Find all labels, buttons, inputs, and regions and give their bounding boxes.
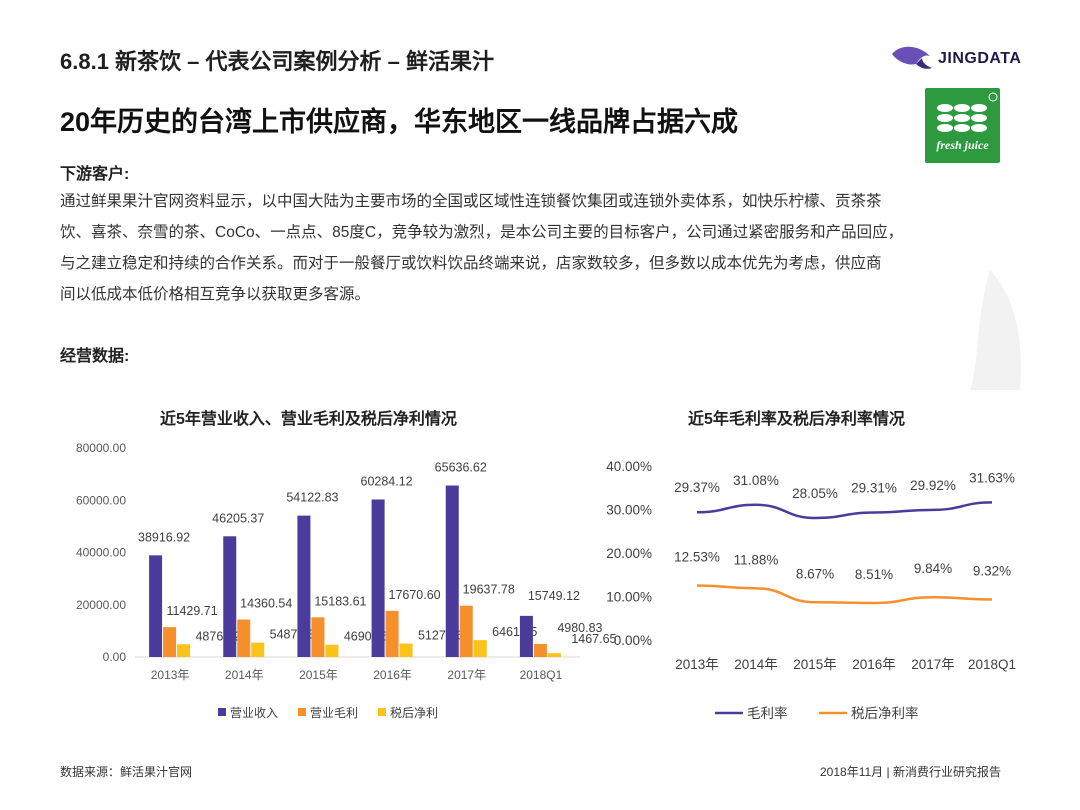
y-tick-label: 10.00%	[606, 590, 652, 605]
legend-label: 营业毛利	[310, 706, 358, 720]
x-tick-label: 2015年	[793, 657, 837, 672]
data-label: 29.37%	[674, 480, 720, 495]
data-label: 8.51%	[855, 567, 893, 582]
bar-营业收入	[149, 555, 163, 657]
bar-税后净利	[325, 644, 339, 657]
data-label: 15749.12	[528, 589, 580, 603]
fresh-juice-logo: fresh juice	[925, 88, 1000, 163]
y-tick-label: 20000.00	[76, 598, 126, 612]
bar-税后净利	[177, 644, 191, 657]
x-tick-label: 2013年	[151, 668, 190, 682]
data-label: 12.53%	[674, 549, 720, 564]
bar-营业收入	[223, 536, 237, 657]
x-tick-label: 2017年	[911, 657, 955, 672]
whale-icon	[892, 46, 932, 69]
data-label: 8.67%	[796, 566, 834, 581]
bar-营业收入	[297, 515, 311, 657]
x-tick-label: 2016年	[852, 657, 896, 672]
data-label: 65636.62	[435, 461, 487, 475]
data-label: 15183.61	[314, 594, 366, 608]
data-label: 54122.83	[286, 491, 338, 505]
legend-swatch	[378, 708, 386, 716]
bar-税后净利	[399, 643, 413, 657]
bar-营业收入	[445, 485, 459, 657]
y-tick-label: 40000.00	[76, 546, 126, 560]
x-tick-label: 2016年	[373, 668, 412, 682]
bar-营业收入	[519, 615, 533, 657]
bar-营业毛利	[163, 627, 177, 657]
y-tick-label: 80000.00	[76, 441, 126, 455]
x-tick-label: 2015年	[299, 668, 338, 682]
bar-营业毛利	[385, 610, 399, 657]
data-label: 46205.37	[212, 511, 264, 525]
data-label: 29.92%	[910, 478, 956, 493]
headline: 20年历史的台湾上市供应商，华东地区一线品牌占据六成	[60, 107, 739, 137]
legend-label: 营业收入	[230, 706, 278, 720]
data-label: 38916.92	[138, 530, 190, 544]
x-tick-label: 2018Q1	[520, 668, 563, 682]
footer-report: 2018年11月 | 新消费行业研究报告	[820, 765, 1001, 779]
bar-营业收入	[371, 499, 385, 657]
data-label: 14360.54	[240, 596, 292, 610]
bar-税后净利	[251, 642, 265, 657]
data-label: 1467.65	[571, 632, 616, 646]
data-label: 60284.12	[361, 475, 413, 489]
paragraph-line: 与之建立稳定和持续的合作关系。而对于一般餐厅或饮料饮品终端来说，店家数较多，但多…	[60, 255, 882, 272]
footer-source: 数据来源：鲜活果汁官网	[60, 765, 193, 779]
customers-heading: 下游客户:	[60, 166, 130, 183]
section-title: 6.8.1 新茶饮 – 代表公司案例分析 – 鲜活果汁	[60, 49, 494, 74]
data-label: 9.84%	[914, 561, 952, 576]
bar-营业毛利	[459, 605, 473, 657]
legend-label: 毛利率	[747, 705, 788, 721]
x-tick-label: 2018Q1	[968, 657, 1016, 672]
line-毛利率	[696, 501, 993, 520]
x-tick-label: 2014年	[734, 657, 778, 672]
data-label: 28.05%	[792, 486, 838, 501]
data-label: 4980.83	[557, 621, 602, 635]
data-label: 11429.71	[166, 604, 217, 618]
paragraph-line: 间以低成本低价格相互竞争以获取更多客源。	[60, 286, 371, 303]
bar-税后净利	[547, 653, 561, 657]
paragraph-line: 通过鲜果果汁官网资料显示，以中国大陆为主要市场的全国或区域性连锁餐饮集团或连锁外…	[60, 193, 882, 210]
brand-logo-text: fresh juice	[936, 138, 989, 152]
bar-营业毛利	[533, 643, 547, 657]
data-label: 9.32%	[973, 563, 1011, 578]
data-label: 11.88%	[734, 552, 779, 567]
bar-chart: 0.00 20000.00 40000.00 60000.00 80000.00 2013…	[76, 441, 617, 720]
y-tick-label: 30.00%	[606, 503, 652, 518]
bar-营业毛利	[237, 619, 251, 657]
y-tick-label: 20.00%	[606, 546, 652, 561]
line-税后净利率	[696, 584, 993, 605]
x-tick-label: 2014年	[225, 668, 264, 682]
y-tick-label: 0.00%	[614, 633, 652, 648]
legend-swatch	[218, 708, 226, 716]
bar-chart-title: 近5年营业收入、营业毛利及税后净利情况	[160, 411, 457, 428]
y-tick-label: 0.00	[103, 650, 127, 664]
data-label: 17670.60	[389, 588, 441, 602]
legend-label: 税后净利率	[851, 705, 919, 721]
operations-heading: 经营数据:	[60, 348, 130, 365]
brand-emblem-icon	[937, 92, 998, 132]
data-label: 19637.78	[463, 583, 515, 597]
bar-营业毛利	[311, 617, 325, 657]
data-label: 29.31%	[851, 481, 897, 496]
legend-label: 税后净利	[390, 706, 438, 720]
x-tick-label: 2013年	[675, 657, 719, 672]
y-tick-label: 40.00%	[606, 459, 652, 474]
legend-swatch	[298, 708, 306, 716]
x-tick-label: 2017年	[447, 668, 486, 682]
jingdata-logo: JINGDATA	[890, 40, 1030, 80]
line-chart-title: 近5年毛利率及税后净利率情况	[688, 411, 905, 428]
paragraph-line: 饮、喜茶、奈雪的茶、CoCo、一点点、85度C，竞争较为激烈，是本公司主要的目标…	[60, 224, 904, 241]
logo-text: JINGDATA	[938, 50, 1022, 67]
y-tick-label: 60000.00	[76, 493, 126, 507]
customers-paragraph: 通过鲜果果汁官网资料显示，以中国大陆为主要市场的全国或区域性连锁餐饮集团或连锁外…	[60, 186, 1030, 310]
data-label: 31.63%	[969, 470, 1015, 485]
data-label: 31.08%	[733, 473, 779, 488]
bar-税后净利	[473, 640, 487, 657]
line-chart: 0.00% 10.00% 20.00% 30.00% 40.00% 2013年 2014年 2…	[606, 459, 1016, 721]
watermark-icon	[970, 270, 1021, 390]
